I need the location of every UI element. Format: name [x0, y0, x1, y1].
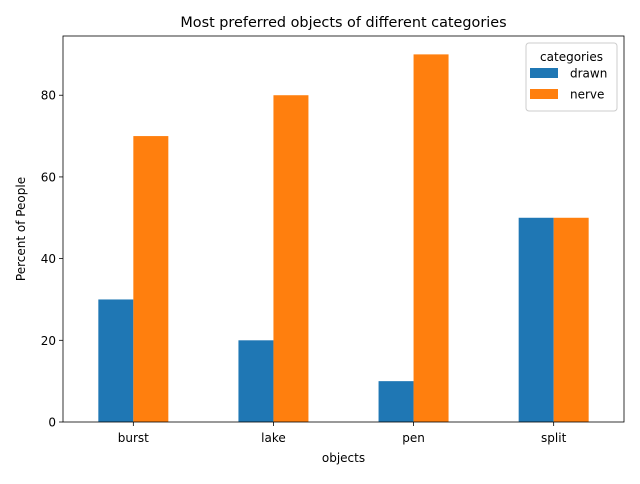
legend-swatch-nerve: [530, 89, 558, 99]
y-tick-label: 20: [41, 334, 56, 348]
y-axis-label: Percent of People: [14, 177, 28, 281]
bars-group: [98, 54, 589, 423]
bar-drawn-lake: [238, 340, 274, 422]
bar-drawn-pen: [378, 381, 414, 422]
bar-drawn-split: [518, 217, 554, 422]
x-axis-ticks: burst lake pen split: [118, 422, 567, 445]
bar-nerve-split: [553, 217, 589, 422]
plot-area-frame: [62, 35, 625, 423]
y-tick-label: 40: [41, 252, 56, 266]
legend-entries: drawn nerve: [530, 67, 607, 102]
x-axis-label: objects: [322, 451, 365, 465]
legend-label-nerve: nerve: [570, 88, 604, 102]
legend: categories drawn nerve: [525, 42, 618, 112]
bar-drawn-burst: [98, 299, 134, 422]
y-tick-label: 80: [41, 89, 56, 103]
x-tick-label: lake: [261, 431, 286, 445]
x-tick-label: burst: [118, 431, 149, 445]
legend-title: categories: [540, 50, 603, 64]
legend-label-drawn: drawn: [570, 67, 607, 81]
bar-nerve-burst: [133, 136, 169, 422]
chart-title: Most preferred objects of different cate…: [180, 15, 506, 31]
bar-nerve-pen: [413, 54, 449, 422]
x-tick-label: pen: [402, 431, 425, 445]
legend-swatch-drawn: [530, 68, 558, 78]
y-axis-ticks: 0 20 40 60 80: [41, 89, 63, 430]
bar-nerve-lake: [273, 95, 309, 423]
x-tick-label: split: [541, 431, 567, 445]
y-tick-label: 0: [48, 416, 56, 430]
y-tick-label: 60: [41, 170, 56, 184]
